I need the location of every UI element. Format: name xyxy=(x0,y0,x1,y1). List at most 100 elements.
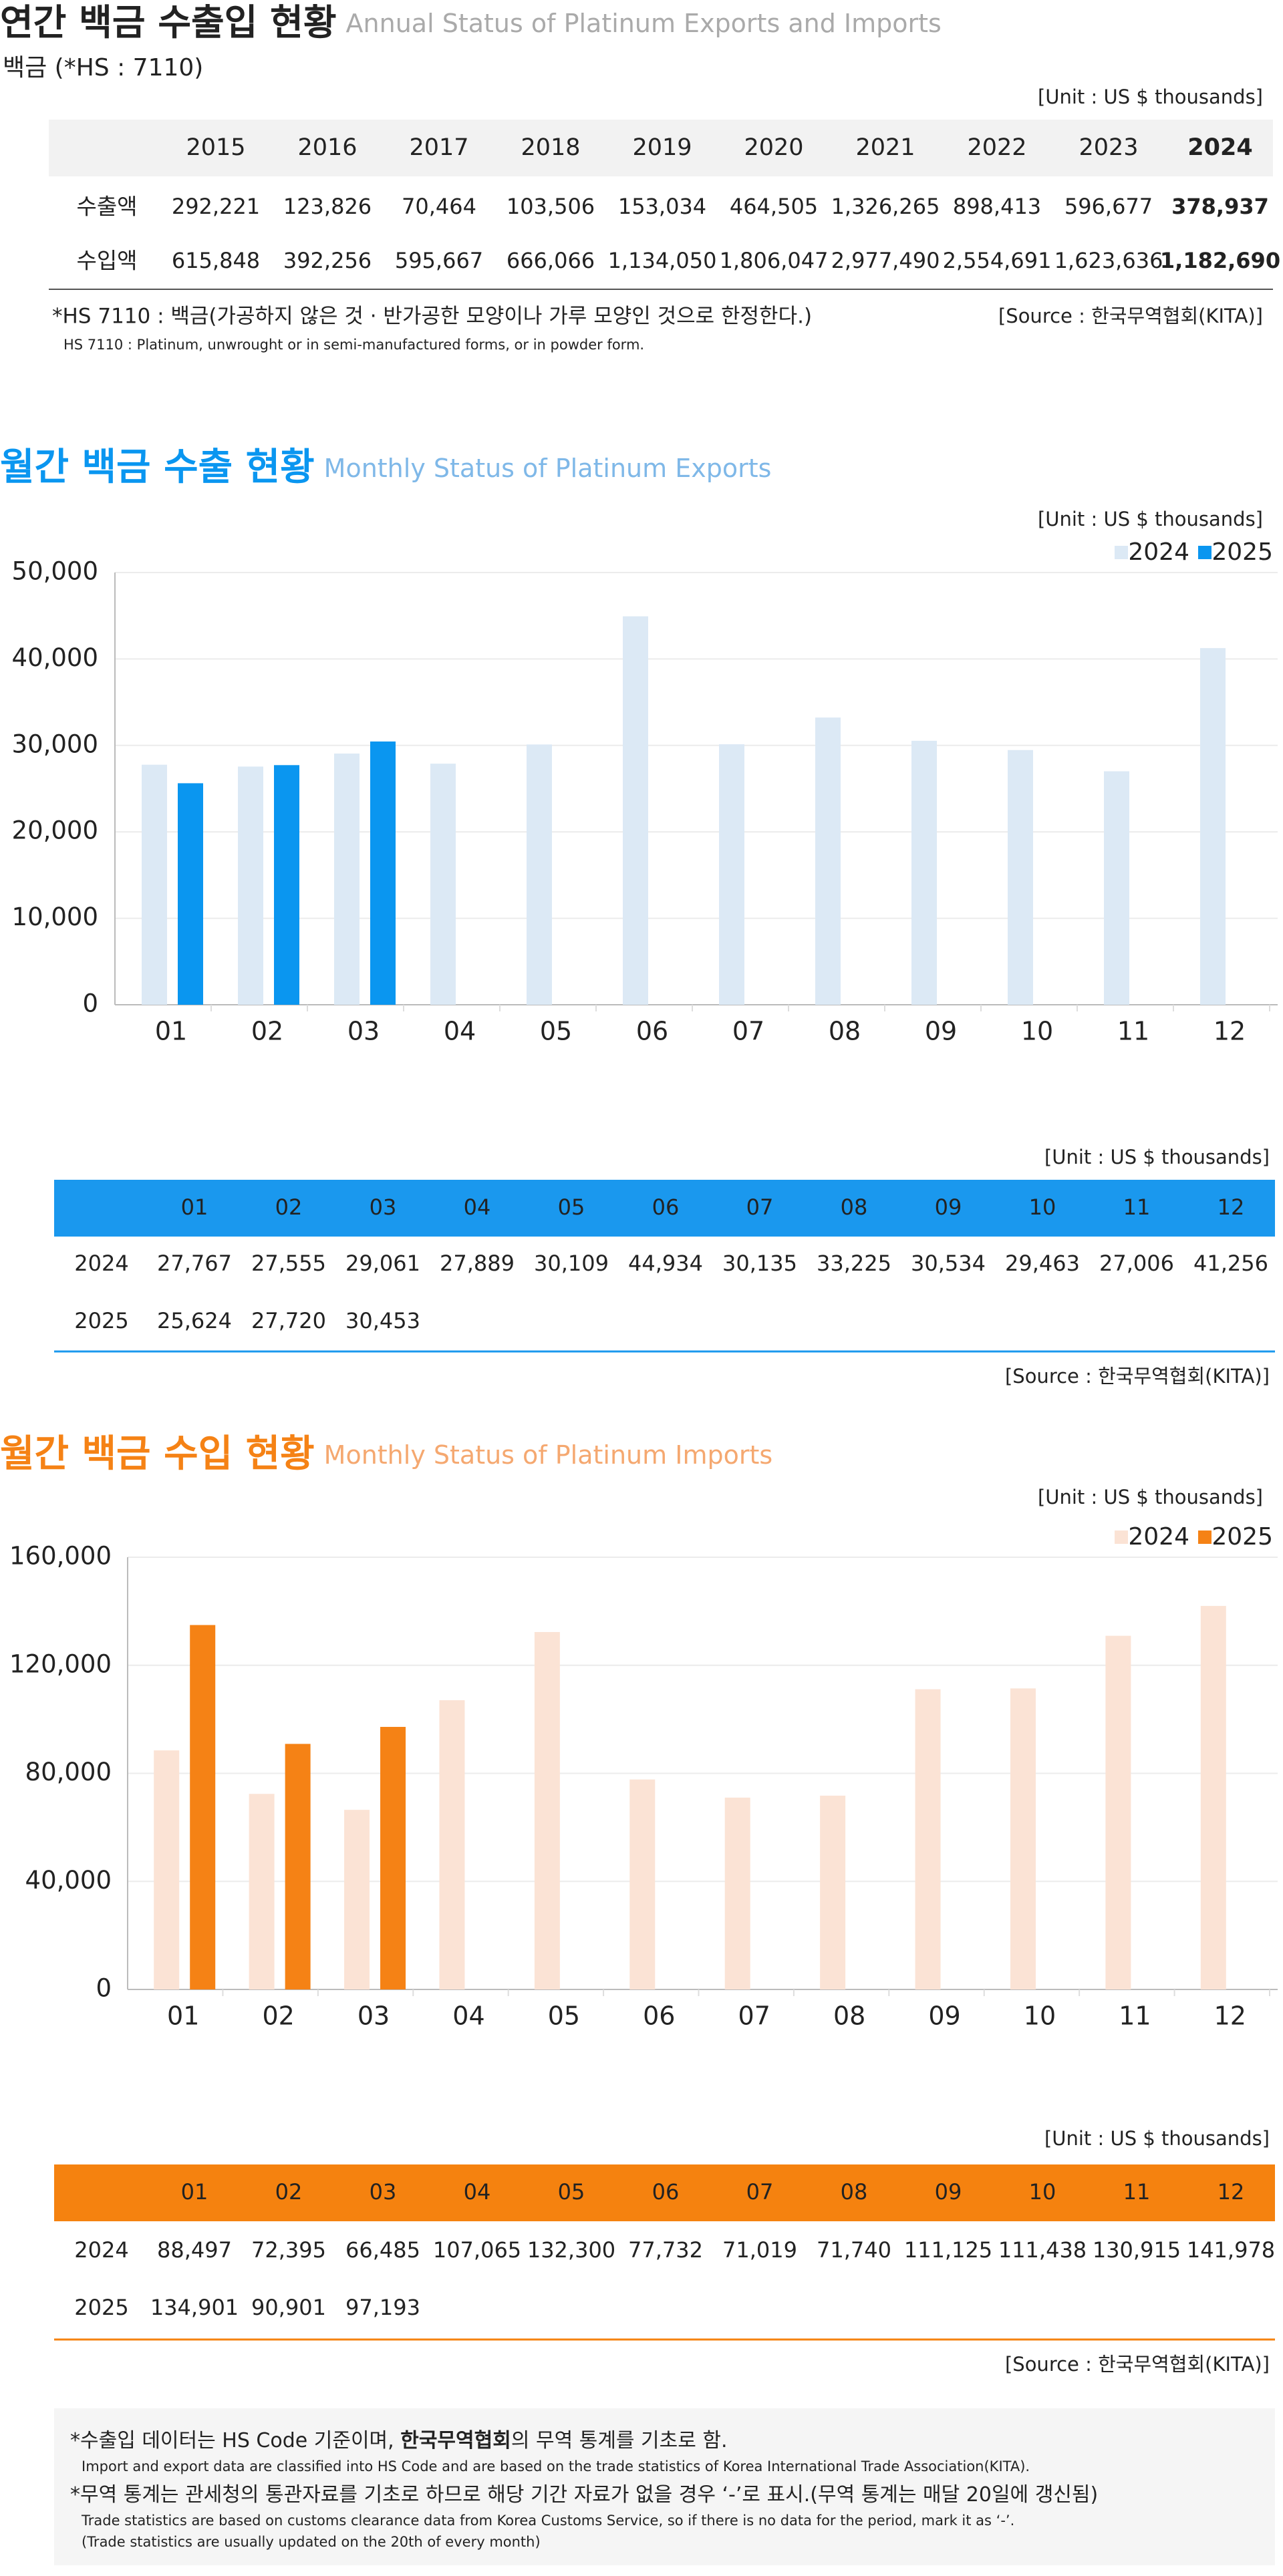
legend-label: 2025 xyxy=(1211,1523,1273,1551)
cell: 27,555 xyxy=(251,1251,326,1276)
source: [Source : 한국무역협회(KITA)] xyxy=(1005,2353,1270,2376)
cell: 27,767 xyxy=(157,1251,232,1276)
unit: [Unit : US $ thousands] xyxy=(1038,86,1263,108)
bar xyxy=(274,765,299,1005)
x-tick-label: 08 xyxy=(833,2001,865,2031)
x-tick-label: 12 xyxy=(1214,1017,1246,1046)
y-tick-label: 10,000 xyxy=(12,903,98,931)
y-tick-label: 30,000 xyxy=(12,730,98,758)
table-column: 04 xyxy=(464,2179,491,2205)
column-header: 2021 xyxy=(855,134,915,161)
legend-label: 2024 xyxy=(1128,1523,1189,1551)
y-tick-label: 20,000 xyxy=(12,816,98,845)
table-column: 06 xyxy=(652,1194,680,1220)
column-header: 2023 xyxy=(1079,134,1138,161)
table-column: 02 xyxy=(275,2179,303,2205)
cell: 97,193 xyxy=(345,2295,420,2320)
y-tick-label: 0 xyxy=(82,989,98,1018)
table-column: 05 xyxy=(558,2179,585,2205)
cell: 72,395 xyxy=(251,2237,326,2263)
column-header: 2019 xyxy=(632,134,692,161)
cell: 130,915 xyxy=(1093,2237,1181,2263)
item: 백금 (*HS : 7110) xyxy=(3,54,203,82)
table-column: 10 xyxy=(1029,2179,1056,2205)
bar xyxy=(154,1750,180,1989)
annual-heading: 연간 백금 수출입 현황 Annual Status of Platinum Ex… xyxy=(0,1,942,43)
footer-box xyxy=(54,2408,1275,2565)
cell: 25,624 xyxy=(157,1308,232,1333)
legend-swatch xyxy=(1198,1531,1211,1544)
table-column: 07 xyxy=(746,1194,774,1220)
table-column: 01 xyxy=(181,2179,208,2205)
cell: 27,006 xyxy=(1099,1251,1174,1276)
footer-en: (Trade statistics are usually updated on… xyxy=(82,2534,541,2550)
row-label: 수입액 xyxy=(76,248,137,274)
cell: 107,065 xyxy=(433,2237,521,2263)
column-header: 2015 xyxy=(186,134,245,161)
table-unit: [Unit : US $ thousands] xyxy=(1044,1146,1270,1168)
table-column: 12 xyxy=(1218,2179,1245,2205)
x-tick-label: 08 xyxy=(829,1017,861,1046)
footer-en: Trade statistics are based on customs cl… xyxy=(81,2513,1014,2529)
cell: 392,256 xyxy=(283,248,372,273)
table-header xyxy=(54,1180,1275,1237)
table-column: 09 xyxy=(935,1194,962,1220)
cell: 111,125 xyxy=(904,2237,992,2263)
footer-text: *무역 통계는 관세청의 통관자료를 기초로 하므로 해당 기간 자료가 없을 … xyxy=(70,2483,1098,2507)
x-tick-label: 03 xyxy=(358,2001,390,2031)
bar xyxy=(380,1726,406,1989)
table-column: 12 xyxy=(1218,1194,1245,1220)
table-column: 07 xyxy=(746,2179,774,2205)
x-tick-label: 04 xyxy=(452,2001,484,2031)
column-header: 2022 xyxy=(967,134,1026,161)
cell: 615,848 xyxy=(172,248,260,273)
bar xyxy=(1105,1635,1131,1989)
cell: 1,623,636 xyxy=(1054,248,1163,273)
footer-text: 의 무역 통계를 기초로 함. xyxy=(511,2429,728,2452)
x-tick-label: 03 xyxy=(347,1017,380,1046)
x-tick-label: 02 xyxy=(251,1017,283,1046)
bar xyxy=(1200,648,1226,1005)
row-label: 2024 xyxy=(74,1251,128,1276)
x-tick-label: 10 xyxy=(1024,2001,1056,2031)
bar xyxy=(142,764,167,1005)
bar xyxy=(719,744,744,1005)
row-label: 2025 xyxy=(74,1308,128,1333)
cell: 292,221 xyxy=(172,194,260,219)
row-label: 수출액 xyxy=(76,194,137,220)
cell: 71,019 xyxy=(722,2237,797,2263)
annual-title: 연간 백금 수출입 현황 xyxy=(0,1,337,43)
footer-text: *수출입 데이터는 HS Code 기준이며, xyxy=(70,2429,400,2452)
cell: 134,901 xyxy=(150,2295,239,2320)
y-tick-label: 40,000 xyxy=(25,1866,112,1895)
bar xyxy=(370,741,396,1005)
cell: 90,901 xyxy=(251,2295,326,2320)
bar xyxy=(178,783,203,1005)
cell: 123,826 xyxy=(283,194,372,219)
table-column: 11 xyxy=(1123,1194,1151,1220)
bar xyxy=(724,1797,750,1989)
cell: 30,135 xyxy=(722,1251,797,1276)
cell: 595,667 xyxy=(395,248,483,273)
bar xyxy=(430,764,456,1005)
cell: 378,937 xyxy=(1171,194,1269,219)
x-tick-label: 02 xyxy=(262,2001,294,2031)
bar xyxy=(534,1632,560,1989)
bar xyxy=(439,1700,465,1989)
source: [Source : 한국무역협회(KITA)] xyxy=(998,305,1263,327)
bar xyxy=(334,753,360,1005)
y-tick-label: 120,000 xyxy=(9,1649,112,1678)
table-column: 10 xyxy=(1029,1194,1056,1220)
cell: 2,554,691 xyxy=(943,248,1052,273)
chart-heading: 월간 백금 수입 현황 Monthly Status of Platinum Im… xyxy=(0,1432,772,1476)
footer-line: *수출입 데이터는 HS Code 기준이며, 한국무역협회의 무역 통계를 기… xyxy=(70,2429,728,2452)
bar xyxy=(1104,771,1129,1005)
bar xyxy=(815,717,841,1005)
cell: 29,061 xyxy=(345,1251,420,1276)
note: *HS 7110 : 백금(가공하지 않은 것 · 반가공한 모양이나 가루 모… xyxy=(52,305,812,329)
x-tick-label: 05 xyxy=(548,2001,580,2031)
bar xyxy=(190,1625,216,1989)
table-header xyxy=(54,2164,1275,2221)
cell: 27,720 xyxy=(251,1308,326,1333)
y-tick-label: 40,000 xyxy=(12,643,98,672)
